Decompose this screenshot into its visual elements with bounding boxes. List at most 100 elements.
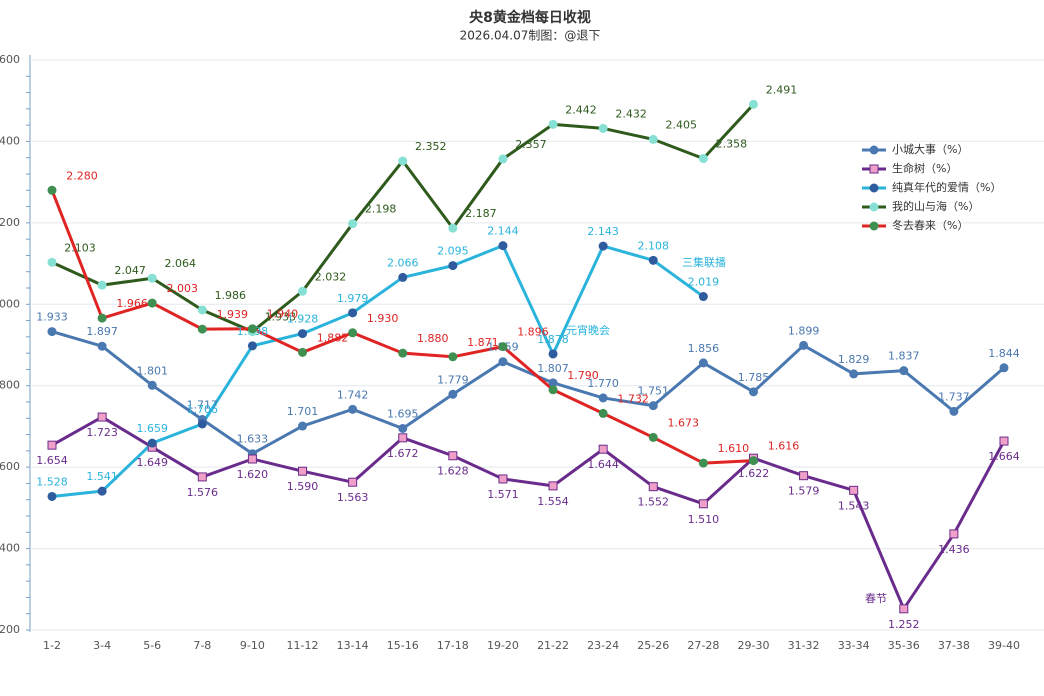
data-label: 2.144: [487, 225, 519, 238]
data-label: 2.108: [638, 239, 670, 252]
data-label: 2.064: [164, 257, 196, 270]
point: [748, 99, 758, 109]
legend-label: 冬去春来（%）: [892, 218, 968, 232]
point: [598, 123, 608, 133]
point: [197, 419, 207, 429]
data-label: 1.897: [86, 325, 118, 338]
point: [999, 363, 1009, 373]
point: [97, 341, 107, 351]
data-label: 1.801: [136, 364, 168, 377]
data-label: 1.622: [738, 467, 770, 480]
data-label: 1.930: [367, 312, 399, 325]
data-label: 2.491: [766, 83, 798, 96]
legend-label: 我的山与海（%）: [892, 199, 979, 213]
data-label: 1.933: [265, 311, 297, 324]
point: [548, 349, 558, 359]
x-tick-label: 25-26: [637, 639, 669, 652]
point: [197, 324, 207, 334]
point: [548, 119, 558, 129]
data-label: 1.563: [337, 491, 369, 504]
data-label: 1.543: [838, 499, 870, 512]
data-label: 1.837: [888, 350, 920, 363]
annotation: 三集联播: [682, 255, 726, 269]
point: [298, 421, 308, 431]
data-label: 1.751: [638, 385, 670, 398]
point: [548, 385, 558, 395]
point: [748, 456, 758, 466]
data-label: 1.579: [788, 485, 820, 498]
x-tick-label: 19-20: [487, 639, 519, 652]
data-label: 1.896: [517, 326, 549, 339]
x-tick-label: 33-34: [838, 639, 870, 652]
point: [147, 380, 157, 390]
data-label: 2.143: [587, 225, 619, 238]
legend-marker: [869, 221, 879, 231]
x-tick-label: 17-18: [437, 639, 469, 652]
legend-label: 纯真年代的爱情（%）: [892, 180, 1001, 194]
data-label: 1.785: [738, 371, 770, 384]
point: [999, 436, 1009, 446]
data-label: 1.844: [988, 347, 1020, 360]
x-tick-label: 1-2: [43, 639, 61, 652]
point: [498, 342, 508, 352]
data-label: 2.187: [465, 207, 497, 220]
annotation: 春节: [865, 592, 887, 605]
point: [247, 454, 257, 464]
data-label: 1.701: [287, 405, 319, 418]
point: [97, 313, 107, 323]
series-line: [51, 330, 1005, 456]
x-tick-label: 31-32: [788, 639, 820, 652]
data-label: 1.779: [437, 373, 469, 386]
y-tick-label: 1.800: [0, 379, 20, 392]
point: [748, 387, 758, 397]
data-label: 1.672: [387, 447, 419, 460]
point: [448, 223, 458, 233]
annotation: 元宵晚会: [566, 323, 610, 337]
data-label: 1.552: [638, 496, 670, 509]
data-label: 1.770: [587, 377, 619, 390]
data-label: 1.541: [86, 470, 118, 483]
point: [147, 438, 157, 448]
point: [398, 156, 408, 166]
point: [648, 432, 658, 442]
point: [348, 219, 358, 229]
point: [47, 257, 57, 267]
point: [147, 273, 157, 283]
point: [47, 327, 57, 337]
data-label: 1.695: [387, 407, 419, 420]
data-label: 2.047: [114, 264, 146, 277]
data-label: 2.280: [66, 169, 98, 182]
data-label: 1.882: [317, 331, 349, 344]
x-tick-label: 13-14: [337, 639, 369, 652]
y-tick-label: 1.400: [0, 542, 20, 555]
x-tick-label: 11-12: [287, 639, 319, 652]
data-label: 2.019: [688, 276, 720, 289]
point: [47, 491, 57, 501]
data-label: 1.571: [487, 488, 519, 501]
point: [648, 401, 658, 411]
point: [348, 308, 358, 318]
legend-marker: [869, 145, 879, 155]
data-label: 1.807: [537, 362, 569, 375]
data-label: 1.966: [116, 297, 148, 310]
point: [448, 451, 458, 461]
point: [448, 261, 458, 271]
point: [398, 433, 408, 443]
data-label: 1.878: [537, 333, 569, 346]
point: [849, 369, 859, 379]
data-label: 1.737: [938, 390, 970, 403]
data-label: 1.644: [587, 458, 619, 471]
point: [899, 366, 909, 376]
data-label: 2.432: [615, 107, 647, 120]
x-tick-label: 39-40: [988, 639, 1020, 652]
data-label: 2.352: [415, 140, 447, 153]
point: [698, 499, 708, 509]
x-tick-label: 29-30: [737, 639, 769, 652]
point: [348, 404, 358, 414]
legend-marker: [869, 202, 879, 212]
point: [698, 458, 708, 468]
data-label: 1.933: [36, 311, 68, 324]
legend-marker: [869, 164, 879, 174]
point: [498, 357, 508, 367]
